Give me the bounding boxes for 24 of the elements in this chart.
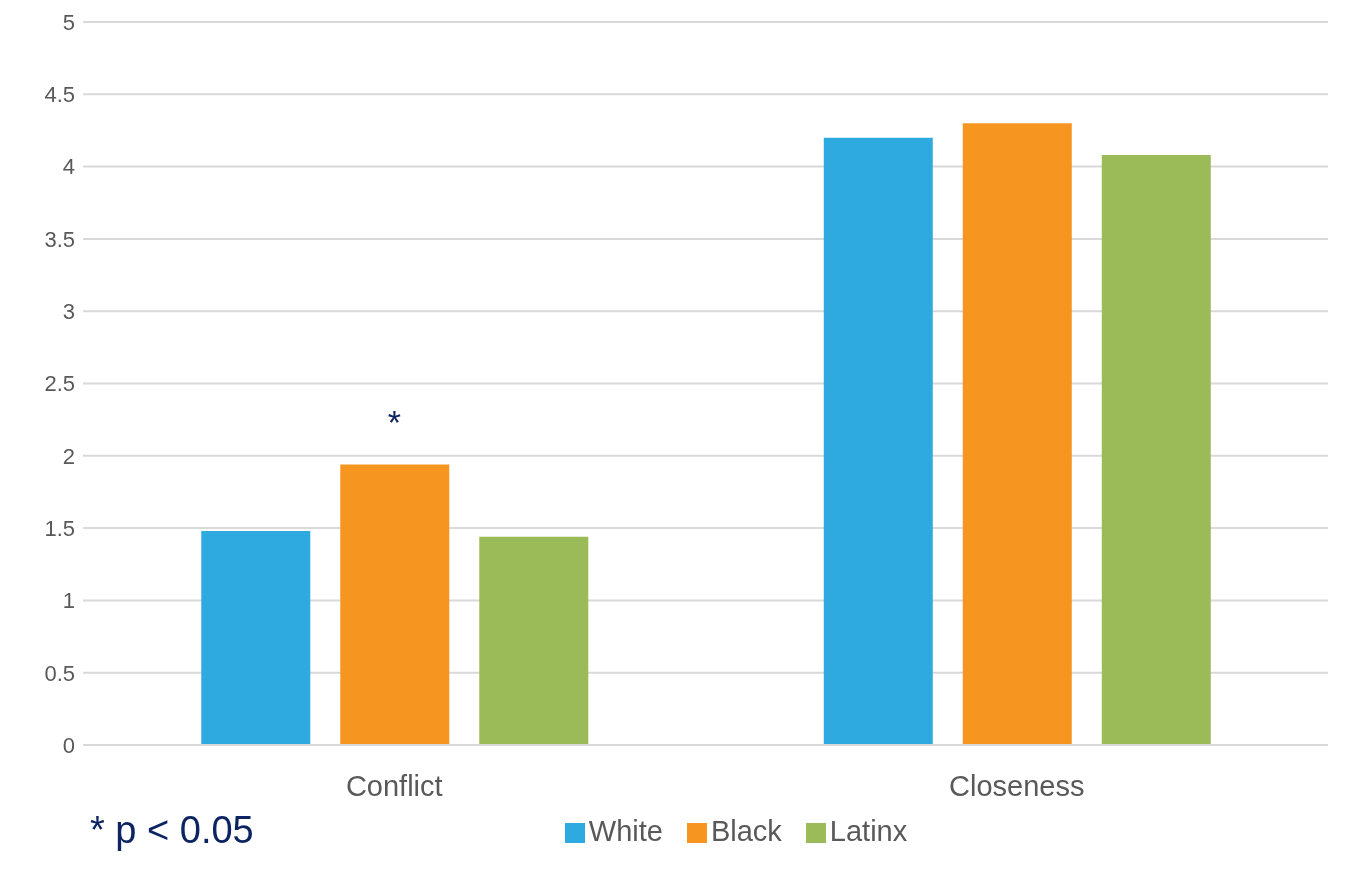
bar bbox=[201, 530, 311, 745]
bar bbox=[340, 464, 450, 745]
bar bbox=[823, 137, 933, 745]
y-tick-label: 5 bbox=[62, 9, 75, 35]
y-tick-label: 4.5 bbox=[44, 82, 75, 108]
y-tick-label: 2 bbox=[62, 443, 75, 469]
bar bbox=[962, 123, 1072, 745]
y-tick-label: 3.5 bbox=[44, 226, 75, 252]
y-tick-label: 0.5 bbox=[44, 660, 75, 686]
legend-label: Black bbox=[710, 815, 782, 847]
y-tick-label: 2.5 bbox=[44, 371, 75, 397]
annotation: * bbox=[387, 403, 401, 442]
legend-label: White bbox=[588, 815, 663, 847]
text: * p < 0.05 bbox=[90, 808, 254, 852]
legend-label: Latinx bbox=[829, 815, 908, 847]
y-tick-label: 3 bbox=[62, 299, 75, 325]
y-tick-label: 0 bbox=[62, 732, 75, 758]
bar bbox=[1101, 155, 1211, 745]
bar bbox=[479, 536, 589, 745]
x-tick-label: Conflict bbox=[345, 769, 443, 802]
y-tick-label: 1 bbox=[62, 588, 75, 614]
y-tick-label: 4 bbox=[62, 154, 75, 180]
x-tick-label: Closeness bbox=[949, 769, 1085, 802]
y-tick-label: 1.5 bbox=[44, 515, 75, 541]
